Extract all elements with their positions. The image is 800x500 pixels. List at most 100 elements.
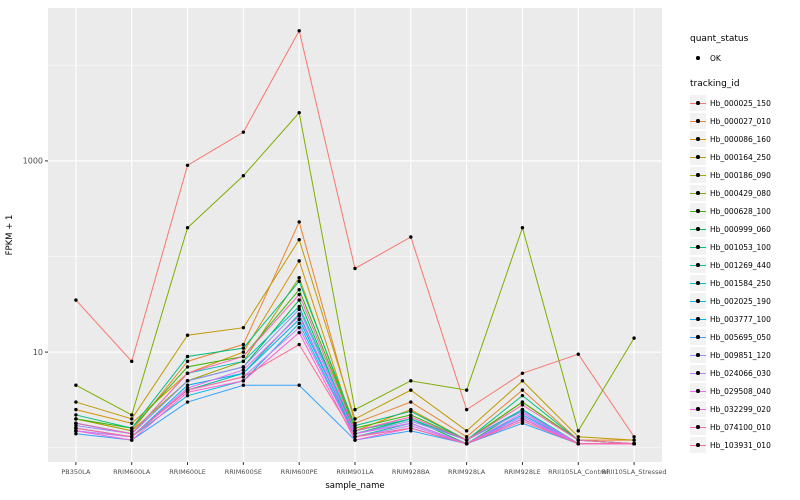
data-point [185, 388, 190, 392]
data-point [74, 431, 78, 436]
legend-label: Hb_000027_010 [710, 116, 771, 126]
legend-entry-Hb_002025_190: Hb_002025_190 [690, 292, 800, 310]
plot-panel: 10 1000 PB350LA RRIM600LA RRIM600LE RRIM600SE… [5, 8, 667, 491]
legend-key-line-icon [690, 149, 706, 165]
point-icon [696, 119, 700, 123]
data-point [130, 429, 134, 433]
legend-entry-Hb_024066_030: Hb_024066_030 [690, 364, 800, 382]
chart-svg: 10 1000 PB350LA RRIM600LA RRIM600LE RRIM600SE… [5, 8, 667, 491]
data-point [353, 417, 357, 421]
legend-entry-Hb_000086_160: Hb_000086_160 [690, 130, 800, 148]
legend-key-line-icon [690, 437, 706, 453]
x-tick-label: RRIM928LE [504, 468, 541, 476]
legend-label: Hb_024066_030 [710, 368, 771, 378]
data-point [297, 383, 301, 387]
x-tick-label: RRII105LA_Stressed [602, 468, 667, 476]
legend-key-line-icon [690, 257, 706, 273]
legend-entry-Hb_001053_100: Hb_001053_100 [690, 238, 800, 256]
data-point [632, 435, 636, 439]
data-point [297, 321, 301, 326]
data-point [353, 438, 357, 442]
data-point [297, 304, 301, 309]
data-point [632, 442, 636, 446]
data-point [409, 388, 413, 392]
legend-key-line-icon [690, 203, 706, 219]
data-point [520, 400, 525, 404]
data-point [185, 354, 190, 359]
legend-key-line-icon [690, 293, 706, 309]
legend-label: OK [710, 53, 721, 63]
legend-key-line-icon [690, 185, 706, 201]
x-tick-label: RRII105LA_Control [548, 468, 608, 476]
data-point [241, 174, 246, 178]
legend-key-point-icon [690, 50, 706, 66]
data-point [297, 314, 301, 318]
data-point [74, 426, 78, 430]
data-point [241, 342, 246, 347]
data-point [353, 435, 357, 439]
data-point [520, 411, 525, 415]
data-point [241, 346, 246, 350]
data-point [464, 435, 469, 439]
data-point [353, 421, 357, 425]
legend-entry-Hb_000628_100: Hb_000628_100 [690, 202, 800, 220]
data-point [74, 383, 78, 387]
data-point [74, 417, 78, 421]
data-point [297, 330, 301, 335]
point-icon [696, 56, 700, 60]
x-tick-label: RRIM600SE [225, 468, 262, 476]
legend-label: Hb_000086_160 [710, 134, 771, 144]
data-point [74, 423, 78, 428]
x-tick-label: RRIM600LE [169, 468, 206, 476]
data-point [185, 359, 190, 364]
point-icon [696, 335, 700, 339]
legend-key-line-icon [690, 131, 706, 147]
data-point [241, 354, 246, 359]
data-point [185, 226, 190, 230]
data-point [74, 421, 78, 425]
legend-label: Hb_001584_250 [710, 278, 771, 288]
data-point [130, 359, 134, 364]
y-tick-label: 1000 [23, 157, 43, 166]
x-tick-label: RRIM901LA [336, 468, 374, 476]
legend-entry-Hb_000025_150: Hb_000025_150 [690, 94, 800, 112]
data-point [297, 276, 301, 280]
point-icon [696, 443, 700, 447]
data-point [464, 442, 469, 446]
point-icon [696, 317, 700, 321]
point-icon [696, 263, 700, 267]
legend-key-line-icon [690, 275, 706, 291]
data-point [409, 400, 413, 404]
x-tick-label: PB350LA [61, 468, 91, 476]
legend-key-line-icon [690, 239, 706, 255]
point-icon [696, 353, 700, 357]
point-icon [696, 281, 700, 285]
legend-entry-Hb_000164_250: Hb_000164_250 [690, 148, 800, 166]
data-point [130, 417, 134, 421]
data-point [409, 379, 413, 383]
data-point [74, 400, 78, 404]
data-point [185, 393, 190, 398]
data-point [520, 403, 525, 407]
x-tick-label: RRIM600PE [281, 468, 318, 476]
legend-entry-Hb_000027_010: Hb_000027_010 [690, 112, 800, 130]
data-point [241, 379, 246, 383]
point-icon [696, 245, 700, 249]
data-point [130, 413, 134, 417]
data-point [520, 379, 525, 383]
x-tick-label: RRIM600LA [113, 468, 151, 476]
quant-status-entries: OK [690, 49, 800, 67]
data-point [632, 336, 636, 340]
legend-key-line-icon [690, 365, 706, 381]
point-icon [696, 407, 700, 411]
legend-key-line-icon [690, 347, 706, 363]
data-point [241, 325, 246, 330]
data-point [185, 163, 190, 167]
data-point [297, 287, 301, 292]
data-point [185, 400, 190, 404]
legend-label: Hb_002025_190 [710, 296, 771, 306]
legend-entry-Hb_029508_040: Hb_029508_040 [690, 382, 800, 400]
data-point [409, 235, 413, 239]
point-icon [696, 227, 700, 231]
